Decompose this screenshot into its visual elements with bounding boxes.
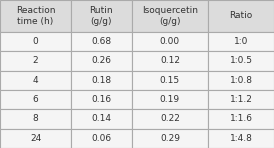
- Bar: [208, 109, 274, 129]
- Text: 0.22: 0.22: [160, 114, 180, 123]
- Bar: [208, 51, 274, 71]
- Text: Reaction
time (h): Reaction time (h): [16, 6, 55, 26]
- Text: 4: 4: [33, 76, 38, 85]
- Text: 1:0.8: 1:0.8: [230, 76, 253, 85]
- Bar: [71, 51, 132, 71]
- Bar: [208, 129, 274, 148]
- Text: 0.18: 0.18: [91, 76, 112, 85]
- Text: 1:0.5: 1:0.5: [230, 56, 253, 65]
- Bar: [208, 32, 274, 51]
- Text: 6: 6: [33, 95, 38, 104]
- Bar: [208, 71, 274, 90]
- Bar: [0, 0, 71, 32]
- Bar: [132, 32, 208, 51]
- Bar: [0, 90, 71, 109]
- Text: Ratio: Ratio: [230, 11, 253, 20]
- Bar: [0, 109, 71, 129]
- Text: 0.15: 0.15: [160, 76, 180, 85]
- Bar: [208, 0, 274, 32]
- Bar: [132, 129, 208, 148]
- Text: Isoquercetin
(g/g): Isoquercetin (g/g): [142, 6, 198, 26]
- Bar: [71, 32, 132, 51]
- Bar: [132, 51, 208, 71]
- Bar: [71, 90, 132, 109]
- Text: 8: 8: [33, 114, 38, 123]
- Bar: [71, 109, 132, 129]
- Text: 0.00: 0.00: [160, 37, 180, 46]
- Text: 24: 24: [30, 134, 41, 143]
- Bar: [208, 90, 274, 109]
- Bar: [132, 90, 208, 109]
- Text: 0: 0: [33, 37, 38, 46]
- Text: 2: 2: [33, 56, 38, 65]
- Bar: [0, 129, 71, 148]
- Text: 0.68: 0.68: [91, 37, 112, 46]
- Bar: [71, 129, 132, 148]
- Bar: [71, 0, 132, 32]
- Text: 0.12: 0.12: [160, 56, 180, 65]
- Bar: [0, 71, 71, 90]
- Bar: [0, 51, 71, 71]
- Text: 0.06: 0.06: [91, 134, 112, 143]
- Text: 1:1.6: 1:1.6: [230, 114, 253, 123]
- Text: 0.29: 0.29: [160, 134, 180, 143]
- Text: 0.16: 0.16: [91, 95, 112, 104]
- Bar: [132, 0, 208, 32]
- Bar: [132, 109, 208, 129]
- Text: 1:1.2: 1:1.2: [230, 95, 253, 104]
- Bar: [132, 71, 208, 90]
- Text: 0.19: 0.19: [160, 95, 180, 104]
- Text: 0.14: 0.14: [92, 114, 111, 123]
- Text: Rutin
(g/g): Rutin (g/g): [90, 6, 113, 26]
- Text: 1:4.8: 1:4.8: [230, 134, 253, 143]
- Bar: [0, 32, 71, 51]
- Bar: [71, 71, 132, 90]
- Text: 0.26: 0.26: [92, 56, 111, 65]
- Text: 1:0: 1:0: [234, 37, 248, 46]
